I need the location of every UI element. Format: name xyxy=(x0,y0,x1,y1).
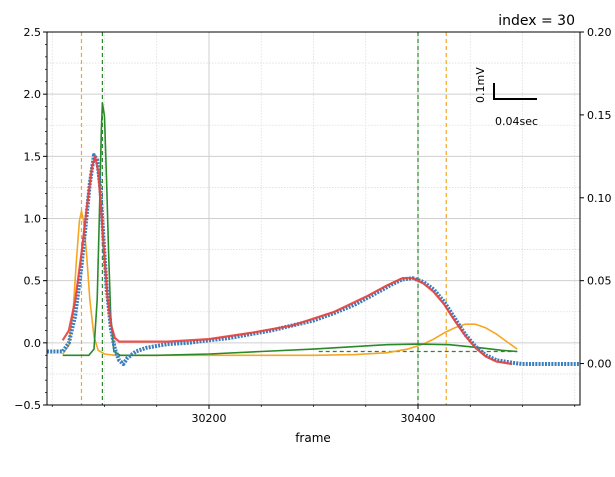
y-tick-label: 1.5 xyxy=(24,150,42,163)
x-axis-title: frame xyxy=(295,431,331,445)
y-tick-label: 0.0 xyxy=(24,337,42,350)
axis-layer: −0.5 0.0 0.5 1.0 1.5 2.0 2.5 0.00 0.05 0.10 0.15 0.… xyxy=(14,26,611,425)
y2-tick-label: 0.20 xyxy=(587,26,612,39)
y2-tick-label: 0.00 xyxy=(587,358,612,371)
y-tick-label: 2.0 xyxy=(24,88,42,101)
reference-lines xyxy=(80,32,518,405)
y2-tick-label: 0.15 xyxy=(587,109,612,122)
fit-curve xyxy=(61,155,513,366)
index-annotation: index = 30 xyxy=(498,13,575,29)
series-layer xyxy=(47,102,580,366)
scale-bar-vertical-label: 0.1mV xyxy=(474,67,487,103)
y-tick-label: 2.5 xyxy=(24,26,42,39)
scale-bar-horizontal-label: 0.04sec xyxy=(495,115,538,128)
scale-bar: 0.1mV 0.04sec xyxy=(474,67,538,128)
x-tick-label: 30400 xyxy=(401,412,436,425)
y-tick-label: 1.0 xyxy=(24,213,42,226)
x-tick-label: 30200 xyxy=(191,412,226,425)
y2-tick-label: 0.05 xyxy=(587,275,612,288)
y2-tick-label: 0.10 xyxy=(587,192,612,205)
component-curve xyxy=(62,210,518,357)
y-tick-label: 0.5 xyxy=(24,275,42,288)
y-tick-label: −0.5 xyxy=(14,399,41,412)
